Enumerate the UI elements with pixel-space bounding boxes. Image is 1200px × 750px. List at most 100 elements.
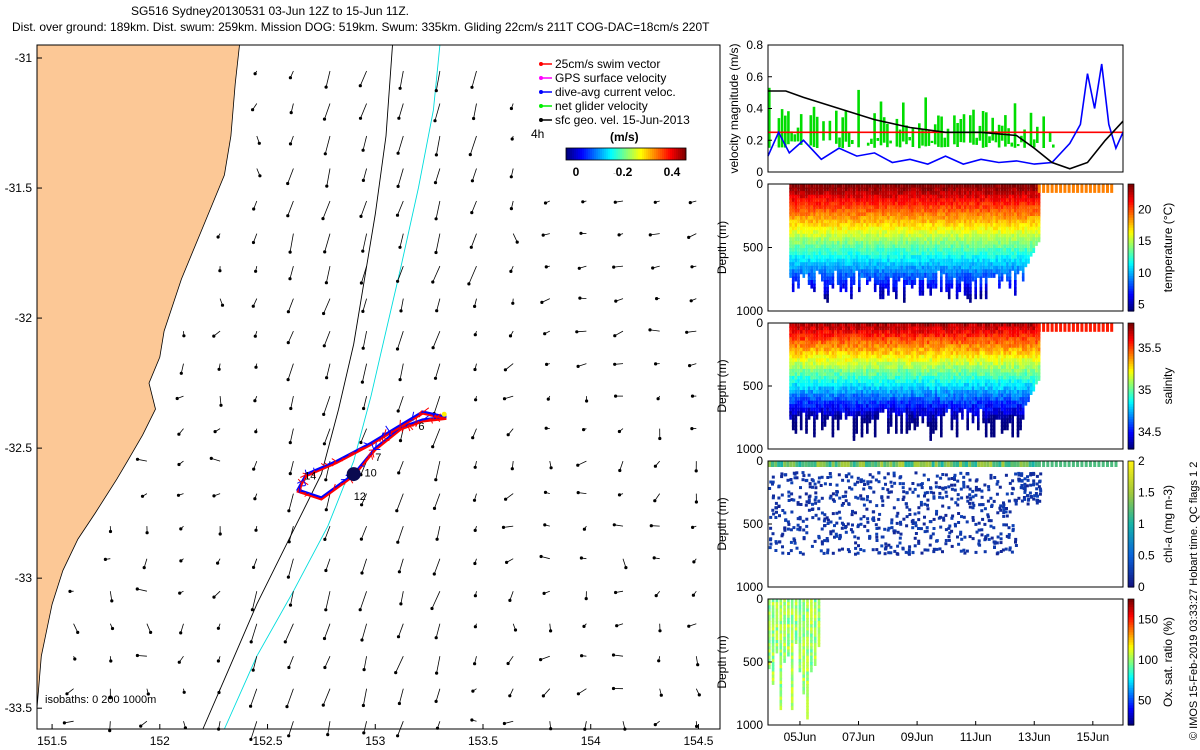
depth-colorbar-label: temperature (°C): [1161, 203, 1175, 293]
profile-cell: [876, 280, 880, 285]
profile-cell: [905, 276, 909, 282]
geo-velocity-arrowhead: [508, 598, 512, 603]
profile-cell: [826, 290, 829, 296]
geo-velocity-arrowhead: [472, 116, 476, 121]
profile-cell: [855, 248, 858, 253]
profile-cell: [868, 184, 872, 189]
profile-cell: [842, 262, 845, 268]
net-glider-velocity-bar: [994, 131, 998, 143]
profile-cell: [916, 272, 919, 278]
profile-cell: [791, 258, 795, 264]
profile-cell: [884, 208, 888, 214]
profile-cell: [873, 244, 877, 250]
geo-velocity-arrow: [324, 525, 331, 540]
net-glider-velocity-bar: [1032, 139, 1036, 148]
profile-cell: [829, 187, 832, 193]
profile-cell: [910, 283, 914, 289]
profile-cell: [823, 255, 827, 261]
profile-cell: [810, 184, 813, 189]
profile-cell: [897, 248, 901, 253]
glider-position-cluster: [346, 467, 361, 482]
profile-cell: [1093, 184, 1097, 193]
profile-cell: [794, 244, 798, 250]
profile-cell: [903, 219, 906, 225]
profile-cell: [858, 258, 861, 264]
profile-cell: [844, 212, 848, 218]
colorbar-cell: [614, 148, 617, 160]
geo-velocity-arrowhead: [691, 593, 696, 597]
profile-cell: [852, 208, 856, 214]
profile-cell: [799, 248, 803, 253]
geo-velocity-arrowhead: [612, 265, 616, 269]
swim-vector-tick: [358, 446, 366, 451]
swim-vector-tick: [302, 479, 307, 486]
colorbar-cell: [620, 148, 623, 160]
profile-cell: [813, 233, 816, 239]
geo-velocity-arrowhead: [399, 309, 403, 313]
profile-cell: [823, 208, 827, 214]
profile-cell: [842, 216, 845, 221]
profile-cell: [895, 219, 898, 225]
geo-velocity-arrowhead: [322, 311, 326, 316]
profile-cell: [879, 240, 882, 246]
profile-cell: [844, 184, 848, 189]
profile-cell: [826, 280, 829, 285]
swim-vector-tick: [381, 436, 384, 444]
geo-velocity-arrow: [180, 363, 184, 374]
profile-cell: [881, 269, 885, 275]
profile-cell: [881, 233, 885, 239]
profile-cell: [799, 258, 803, 264]
geo-velocity-arrowhead: [217, 690, 221, 695]
profile-cell: [868, 269, 872, 275]
profile-cell: [839, 201, 843, 207]
profile-cell: [823, 237, 827, 243]
geo-velocity-arrowhead: [289, 111, 293, 115]
profile-cell: [797, 184, 800, 189]
profile-cell: [839, 216, 843, 221]
profile-cell: [802, 226, 806, 232]
profile-cell: [791, 223, 795, 229]
geo-velocity-arrow: [435, 623, 441, 638]
profile-cell: [794, 216, 798, 221]
profile-cell: [895, 276, 898, 282]
profile-cell: [791, 425, 795, 431]
profile-cell: [839, 191, 843, 197]
profile-cell: [900, 255, 903, 261]
profile-cell: [789, 194, 792, 200]
profile-cell: [847, 184, 851, 189]
geo-velocity-arrowhead: [176, 493, 181, 497]
profile-cell: [839, 265, 843, 271]
geo-velocity-arrow: [363, 656, 367, 670]
profile-cell: [892, 248, 895, 253]
profile-cell: [1011, 265, 1014, 271]
legend-label: GPS surface velocity: [555, 71, 666, 85]
profile-cell: [897, 255, 901, 261]
profile-cell: [900, 258, 903, 264]
geo-velocity-arrow: [434, 103, 441, 121]
geo-velocity-arrowhead: [216, 561, 220, 565]
profile-cell: [950, 283, 954, 289]
geo-velocity-arrow: [288, 525, 294, 542]
geo-velocity-arrowhead: [398, 439, 403, 443]
profile-cell: [813, 194, 816, 200]
profile-cell: [866, 237, 869, 243]
profile-cell: [908, 194, 911, 200]
geo-velocity-arrowhead: [503, 368, 507, 372]
profile-cell: [889, 223, 893, 229]
profile-cell: [858, 201, 861, 207]
geo-velocity-arrow: [289, 428, 294, 443]
geo-velocity-arrow: [399, 558, 404, 572]
profile-cell: [895, 240, 898, 246]
profile-cell: [850, 223, 853, 229]
profile-cell: [823, 248, 827, 253]
profile-cell: [844, 244, 848, 250]
profile-cell: [802, 258, 806, 264]
profile-cell: [900, 248, 903, 253]
profile-cell: [873, 233, 877, 239]
profile-cell: [842, 205, 845, 211]
profile-cell: [799, 191, 803, 197]
geo-velocity-arrow: [326, 363, 331, 378]
swim-vector-tick: [309, 472, 316, 477]
profile-cell: [834, 223, 837, 229]
